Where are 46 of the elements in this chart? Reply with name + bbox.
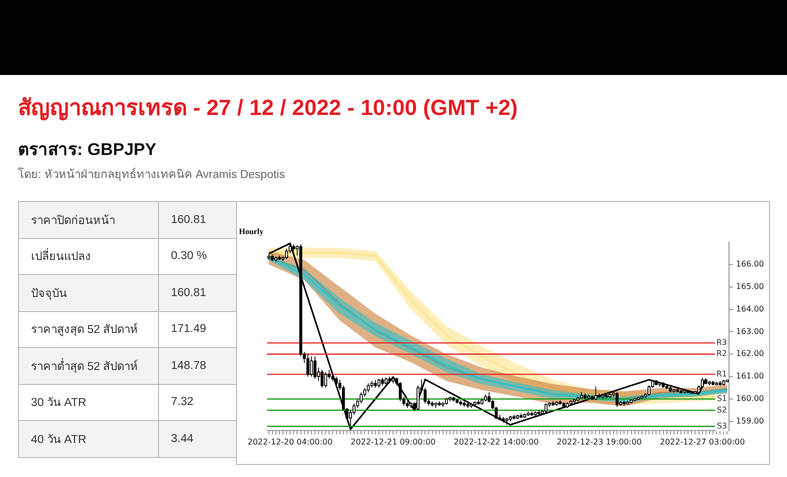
x-tick-label: 2022-12-20 04:00:00 (248, 437, 333, 446)
candlestick (306, 354, 310, 377)
y-tick-label: 161.00 (736, 372, 764, 381)
text: สัญญาณการเทรด - 27 / 12 / 2022 - 10:00 (GMT +2) (18, 94, 518, 122)
ref-line-label: S2 (716, 405, 728, 414)
candlestick (700, 377, 704, 388)
text: 148.78 (171, 360, 206, 372)
y-tick-label: 164.00 (736, 304, 764, 314)
x-tick-label: 2022-12-21 09:00:00 (350, 437, 436, 446)
text: 171.49 (171, 323, 206, 336)
text: Hourly (239, 227, 264, 236)
candlestick (314, 356, 316, 380)
y-tick-label: 163.00 (736, 326, 764, 336)
y-tick-label: 159.00 (736, 416, 764, 426)
category-label: 40 วัน ATR (18, 420, 158, 457)
ref-line-label: S3 (716, 421, 728, 430)
ref-line-label: R3 (716, 338, 728, 348)
candlestick (324, 372, 328, 388)
text: 160.81 (171, 214, 206, 226)
y-tick-label: 166.00 (736, 260, 764, 269)
category-label: ราคาสูงสุด 52 สัปดาห์ (18, 311, 158, 348)
text: ตราสาร: GBPJPY (18, 139, 156, 161)
category-label: ปัจจุบัน (18, 274, 158, 311)
text: 160.81 (171, 286, 206, 299)
ref-line-label: R2 (716, 349, 728, 358)
text: โดย: หัวหน้าฝ่ายกลยุทธ์ทางเทคนิค Avramis Despotis (18, 166, 285, 183)
candlestick (310, 356, 313, 377)
x-tick-label: 2022-12-27 03:00:00 (660, 437, 745, 446)
category-label: เปลี่ยนแปลง (18, 238, 158, 274)
y-tick-label: 162.00 (736, 349, 764, 358)
y-tick-label: 160.00 (736, 394, 764, 404)
category-label: ราคาปิดก่อนหน้า (18, 202, 158, 238)
candlestick (594, 386, 598, 401)
x-tick-label: 2022-12-23 19:00:00 (556, 437, 642, 446)
text: 7.32 (171, 396, 194, 408)
ref-line-label: R1 (716, 369, 728, 378)
category-label: 30 วัน ATR (18, 384, 158, 420)
y-tick-label: 165.00 (736, 282, 764, 291)
x-tick-label: 2022-12-22 14:00:00 (454, 437, 539, 446)
candlestick (360, 392, 363, 404)
candlestick (616, 392, 619, 408)
text: 3.44 (171, 432, 194, 445)
text: 0.30 % (171, 250, 207, 262)
ref-line-label: S1 (716, 394, 728, 404)
candlestick (320, 369, 324, 388)
category-label: ราคาต่ำสุด 52 สัปดาห์ (18, 348, 158, 384)
